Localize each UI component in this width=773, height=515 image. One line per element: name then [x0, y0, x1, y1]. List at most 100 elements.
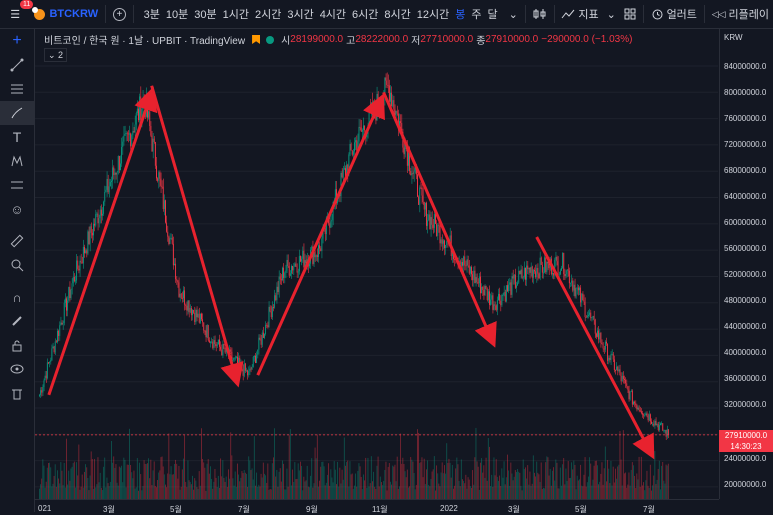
candle-body [302, 250, 304, 259]
volume-bar [459, 486, 461, 499]
timeframe-button[interactable]: 12시간 [416, 9, 450, 21]
timeframe-button[interactable]: 주 [471, 9, 482, 21]
volume-bar [436, 465, 438, 499]
candle-body [411, 173, 413, 176]
timeframe-button[interactable]: 6시간 [352, 9, 379, 21]
trend-arrow[interactable] [47, 86, 158, 396]
candle-body [269, 306, 271, 312]
candle-body [536, 267, 538, 278]
volume-bar [40, 484, 42, 499]
delete-tool[interactable] [0, 381, 34, 405]
trend-arrow[interactable] [535, 236, 655, 460]
candle-body [152, 138, 154, 152]
candle-body [73, 277, 75, 282]
volume-bar [547, 457, 549, 499]
visibility-tool[interactable] [0, 357, 34, 381]
volume-bar [490, 485, 492, 499]
emoji-tool[interactable]: ☺ [0, 197, 34, 221]
price-chart[interactable] [35, 29, 718, 499]
timeframe-button[interactable]: 3시간 [287, 9, 314, 21]
trend-arrow[interactable] [382, 91, 497, 348]
time-tick-label: 5월 [575, 505, 587, 514]
volume-bar [366, 487, 368, 499]
volume-bar [196, 487, 198, 499]
candle-body [419, 187, 421, 205]
candle-body [631, 390, 633, 405]
magnet-tool[interactable]: ∩ [0, 285, 34, 309]
volume-bar [225, 476, 227, 499]
volume-bar [370, 456, 372, 499]
chart-type-button[interactable] [529, 0, 551, 28]
timeframe-button[interactable]: 4시간 [319, 9, 347, 21]
candle-body [554, 259, 556, 276]
flag-icon[interactable] [252, 35, 261, 44]
prediction-tool[interactable] [0, 173, 34, 197]
timeframe-button[interactable]: 30분 [194, 9, 217, 21]
candle-body [296, 266, 298, 273]
candle-body [330, 221, 332, 228]
zoom-tool[interactable] [0, 253, 34, 277]
timeframe-dropdown[interactable]: ⌄ [505, 0, 522, 28]
candle-body [268, 306, 270, 328]
timeframe-button[interactable]: 봉 [455, 9, 466, 21]
timeframe-button[interactable]: 10분 [165, 9, 189, 21]
candle-body [602, 344, 604, 349]
timeframe-button[interactable]: 2시간 [254, 9, 282, 21]
timeframe-button[interactable]: 1시간 [222, 9, 249, 21]
symbol-search[interactable]: BTCKRW [30, 0, 102, 28]
volume-bar [50, 467, 52, 499]
volume-bar [556, 462, 558, 499]
volume-bar [431, 471, 433, 499]
candle-body [508, 284, 510, 292]
volume-bar [319, 480, 321, 499]
volume-bar [298, 470, 300, 499]
candle-body [234, 357, 236, 359]
candle-body [230, 349, 232, 352]
stay-drawing-tool[interactable] [0, 309, 34, 333]
lock-tool[interactable] [0, 333, 34, 357]
crosshair-tool[interactable]: + [0, 29, 34, 53]
volume-bar [589, 457, 591, 499]
volume-bar [378, 486, 380, 499]
drawing-toolbar: + T ☺ ∩ [0, 29, 35, 512]
trend-arrow[interactable] [256, 93, 385, 376]
measure-tool[interactable] [0, 229, 34, 253]
price-axis[interactable] [719, 29, 773, 499]
volume-bar [476, 461, 478, 499]
text-tool[interactable]: T [0, 125, 34, 149]
volume-bar [288, 435, 290, 499]
volume-bar [43, 465, 45, 499]
compare-button[interactable]: + [109, 0, 130, 28]
volume-bar [252, 479, 254, 499]
legend-collapse-button[interactable]: ⌄ 2 [44, 48, 68, 62]
time-axis[interactable] [35, 499, 719, 513]
timeframe-button[interactable]: 달 [487, 9, 498, 21]
timeframe-button[interactable]: 8시간 [384, 9, 411, 21]
trend-line-tool[interactable] [0, 53, 34, 77]
indicators-dropdown[interactable]: ⌄ [603, 0, 620, 28]
pattern-tool[interactable] [0, 149, 34, 173]
trend-arrow[interactable] [150, 85, 244, 388]
brush-tool[interactable] [0, 101, 34, 125]
volume-bar [276, 469, 278, 499]
candle-body [71, 283, 73, 290]
replay-button[interactable]: ◁◁ 리플레이 [708, 0, 773, 28]
alert-button[interactable]: 얼러트 [647, 0, 701, 28]
volume-bar [665, 464, 667, 499]
volume-bar [442, 473, 444, 499]
candle-body [205, 330, 207, 338]
volume-bar [76, 462, 78, 499]
volume-bar [177, 478, 179, 499]
fib-tool[interactable] [0, 77, 34, 101]
timeframe-button[interactable]: 3분 [143, 9, 160, 21]
indicators-button[interactable]: 지표 [557, 0, 602, 28]
volume-bar [493, 457, 495, 499]
volume-bar [550, 485, 552, 499]
volume-bar [480, 462, 481, 499]
volume-bar [651, 490, 652, 499]
candle-body [151, 135, 153, 152]
layout-button[interactable] [620, 0, 640, 28]
volume-bar [289, 429, 291, 499]
ruler-icon [10, 234, 24, 248]
menu-button[interactable]: ☰ 11 [0, 0, 34, 28]
